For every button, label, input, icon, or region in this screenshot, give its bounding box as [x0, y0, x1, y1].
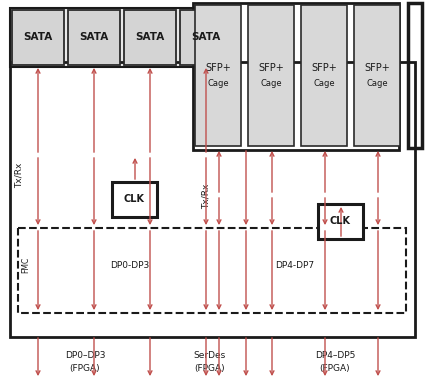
Bar: [354, 5, 400, 146]
Bar: [248, 5, 294, 146]
Text: Cage: Cage: [207, 78, 229, 88]
Text: DP4–DP5: DP4–DP5: [315, 351, 355, 360]
Text: Tx/Rx: Tx/Rx: [201, 183, 210, 209]
Text: Tx/Rx: Tx/Rx: [15, 162, 23, 188]
Text: SATA: SATA: [23, 33, 53, 42]
Text: SFP+: SFP+: [364, 63, 390, 73]
Text: SerDes: SerDes: [194, 351, 226, 360]
Text: FMC: FMC: [22, 257, 31, 273]
Text: SATA: SATA: [135, 33, 165, 42]
Text: (FPGA): (FPGA): [70, 363, 100, 373]
Text: (FPGA): (FPGA): [320, 363, 350, 373]
Bar: [180, 10, 232, 65]
Text: DP0–DP3: DP0–DP3: [65, 351, 105, 360]
Text: SATA: SATA: [191, 33, 221, 42]
Bar: [10, 62, 415, 337]
Text: SFP+: SFP+: [258, 63, 284, 73]
Bar: [10, 8, 232, 67]
Bar: [18, 228, 406, 313]
Text: CLK: CLK: [330, 216, 351, 227]
Bar: [112, 182, 157, 217]
Bar: [318, 204, 363, 239]
Text: SFP+: SFP+: [311, 63, 337, 73]
Bar: [12, 10, 64, 65]
Bar: [195, 5, 241, 146]
Bar: [301, 5, 347, 146]
Text: Cage: Cage: [313, 78, 335, 88]
Bar: [193, 3, 399, 150]
Text: CLK: CLK: [124, 194, 145, 205]
Text: Cage: Cage: [366, 78, 388, 88]
Text: Cage: Cage: [260, 78, 282, 88]
Text: DP4-DP7: DP4-DP7: [276, 260, 314, 269]
Text: DP0-DP3: DP0-DP3: [110, 260, 149, 269]
Text: SFP+: SFP+: [205, 63, 231, 73]
Bar: [68, 10, 120, 65]
Text: (FPGA): (FPGA): [195, 363, 226, 373]
Bar: [408, 3, 422, 148]
Bar: [124, 10, 176, 65]
Text: SATA: SATA: [79, 33, 108, 42]
